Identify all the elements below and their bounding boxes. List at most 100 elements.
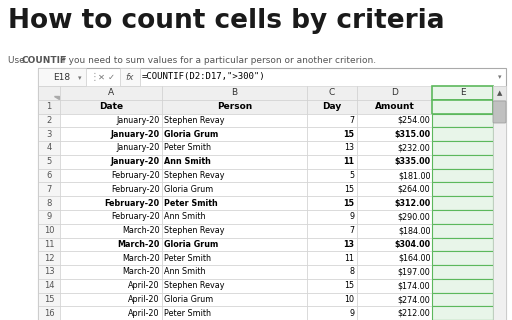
FancyBboxPatch shape	[356, 224, 432, 237]
Text: 15: 15	[345, 185, 355, 194]
FancyBboxPatch shape	[60, 141, 162, 155]
FancyBboxPatch shape	[38, 279, 60, 293]
Text: ⋮: ⋮	[90, 72, 100, 82]
FancyBboxPatch shape	[38, 237, 60, 251]
FancyBboxPatch shape	[38, 293, 60, 307]
Text: Date: Date	[99, 102, 123, 111]
FancyBboxPatch shape	[356, 182, 432, 196]
FancyBboxPatch shape	[432, 224, 493, 237]
FancyBboxPatch shape	[162, 279, 307, 293]
FancyBboxPatch shape	[356, 155, 432, 169]
Text: 7: 7	[350, 226, 355, 235]
FancyBboxPatch shape	[432, 114, 493, 127]
FancyBboxPatch shape	[307, 100, 356, 114]
Text: Stephen Revay: Stephen Revay	[164, 116, 224, 125]
Text: 13: 13	[44, 268, 54, 276]
FancyBboxPatch shape	[60, 307, 162, 320]
Text: E18: E18	[53, 73, 71, 82]
Text: 16: 16	[44, 309, 54, 318]
FancyBboxPatch shape	[432, 141, 493, 155]
Text: 11: 11	[44, 240, 54, 249]
Text: 9: 9	[350, 309, 355, 318]
FancyBboxPatch shape	[356, 279, 432, 293]
FancyBboxPatch shape	[60, 265, 162, 279]
FancyBboxPatch shape	[356, 169, 432, 182]
FancyBboxPatch shape	[356, 86, 432, 100]
Text: Gloria Grum: Gloria Grum	[164, 295, 213, 304]
Text: 4: 4	[47, 143, 52, 153]
Text: How to count cells by criteria: How to count cells by criteria	[8, 8, 444, 34]
FancyBboxPatch shape	[60, 100, 162, 114]
Text: Stephen Revay: Stephen Revay	[164, 171, 224, 180]
FancyBboxPatch shape	[38, 141, 60, 155]
FancyBboxPatch shape	[307, 196, 356, 210]
FancyBboxPatch shape	[493, 101, 506, 123]
Text: 2: 2	[47, 116, 52, 125]
FancyBboxPatch shape	[38, 68, 86, 86]
Text: 14: 14	[44, 281, 54, 290]
Text: Ann Smith: Ann Smith	[164, 212, 205, 221]
FancyBboxPatch shape	[162, 169, 307, 182]
FancyBboxPatch shape	[60, 251, 162, 265]
Text: January-20: January-20	[117, 116, 160, 125]
FancyBboxPatch shape	[38, 100, 60, 114]
FancyBboxPatch shape	[38, 127, 60, 141]
FancyBboxPatch shape	[38, 307, 60, 320]
FancyBboxPatch shape	[38, 265, 60, 279]
FancyBboxPatch shape	[162, 196, 307, 210]
Text: Peter Smith: Peter Smith	[164, 199, 218, 208]
Text: 8: 8	[350, 268, 355, 276]
FancyBboxPatch shape	[356, 196, 432, 210]
Text: $304.00: $304.00	[394, 240, 431, 249]
FancyBboxPatch shape	[356, 100, 432, 114]
FancyBboxPatch shape	[60, 210, 162, 224]
Text: 12: 12	[44, 254, 54, 263]
FancyBboxPatch shape	[60, 114, 162, 127]
Polygon shape	[54, 96, 59, 99]
FancyBboxPatch shape	[432, 265, 493, 279]
Text: 13: 13	[345, 143, 355, 153]
Text: February-20: February-20	[104, 199, 160, 208]
FancyBboxPatch shape	[307, 237, 356, 251]
Text: $181.00: $181.00	[398, 171, 431, 180]
Text: 9: 9	[350, 212, 355, 221]
FancyBboxPatch shape	[432, 169, 493, 182]
Text: March-20: March-20	[122, 254, 160, 263]
Text: $212.00: $212.00	[398, 309, 431, 318]
FancyBboxPatch shape	[162, 127, 307, 141]
FancyBboxPatch shape	[162, 182, 307, 196]
FancyBboxPatch shape	[307, 279, 356, 293]
Text: D: D	[391, 88, 398, 97]
FancyBboxPatch shape	[432, 86, 493, 100]
FancyBboxPatch shape	[432, 279, 493, 293]
FancyBboxPatch shape	[307, 293, 356, 307]
FancyBboxPatch shape	[307, 251, 356, 265]
FancyBboxPatch shape	[307, 210, 356, 224]
FancyBboxPatch shape	[307, 265, 356, 279]
Text: if you need to sum values for a particular person or another criterion.: if you need to sum values for a particul…	[57, 56, 376, 65]
Text: 1: 1	[47, 102, 52, 111]
FancyBboxPatch shape	[307, 114, 356, 127]
Text: 10: 10	[44, 226, 54, 235]
Text: fx: fx	[126, 73, 134, 82]
Text: ✓: ✓	[108, 73, 115, 82]
FancyBboxPatch shape	[60, 237, 162, 251]
FancyBboxPatch shape	[120, 68, 140, 86]
Text: ✕: ✕	[98, 73, 105, 82]
Text: 10: 10	[345, 295, 355, 304]
FancyBboxPatch shape	[162, 224, 307, 237]
FancyBboxPatch shape	[162, 114, 307, 127]
Text: Gloria Grum: Gloria Grum	[164, 240, 218, 249]
Text: $232.00: $232.00	[398, 143, 431, 153]
Text: $174.00: $174.00	[398, 281, 431, 290]
Text: February-20: February-20	[111, 185, 160, 194]
FancyBboxPatch shape	[38, 86, 60, 100]
FancyBboxPatch shape	[432, 307, 493, 320]
Text: Peter Smith: Peter Smith	[164, 309, 211, 318]
FancyBboxPatch shape	[307, 182, 356, 196]
Text: January-20: January-20	[111, 130, 160, 139]
Text: $274.00: $274.00	[398, 295, 431, 304]
FancyBboxPatch shape	[432, 196, 493, 210]
FancyBboxPatch shape	[60, 224, 162, 237]
Text: Amount: Amount	[375, 102, 414, 111]
